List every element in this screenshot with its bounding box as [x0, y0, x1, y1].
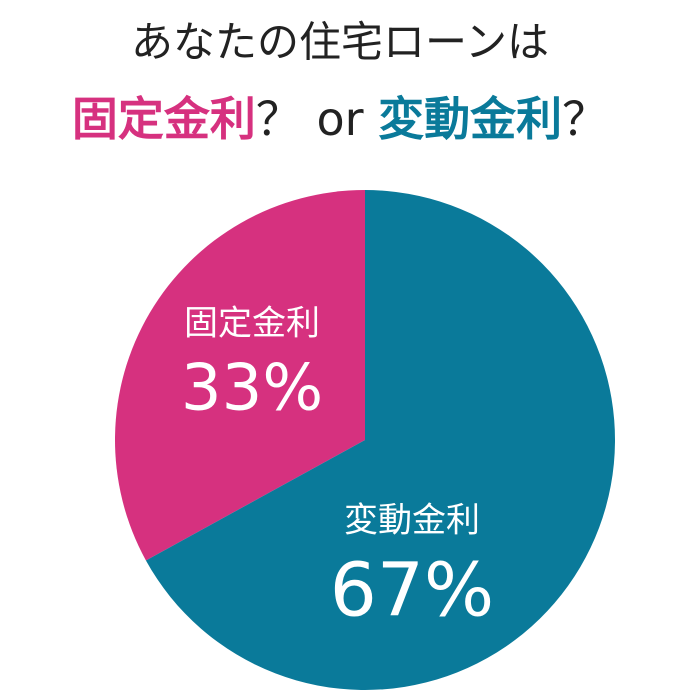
subtitle-part: 固定金利: [72, 92, 256, 146]
slice-value: 67%: [330, 548, 494, 634]
subtitle-part: ？ or: [256, 92, 378, 146]
subtitle-part: ？: [562, 92, 608, 146]
slice-label: 固定金利: [184, 304, 320, 344]
chart-subtitle: 固定金利？ or 変動金利？: [72, 92, 608, 146]
slice-value: 33%: [181, 352, 323, 426]
subtitle-part: 変動金利: [378, 92, 562, 146]
chart-title: あなたの住宅ローンは: [131, 18, 549, 67]
slice-label: 変動金利: [344, 501, 480, 541]
pie-slice: [114, 190, 365, 561]
pie-slice: [145, 190, 615, 690]
